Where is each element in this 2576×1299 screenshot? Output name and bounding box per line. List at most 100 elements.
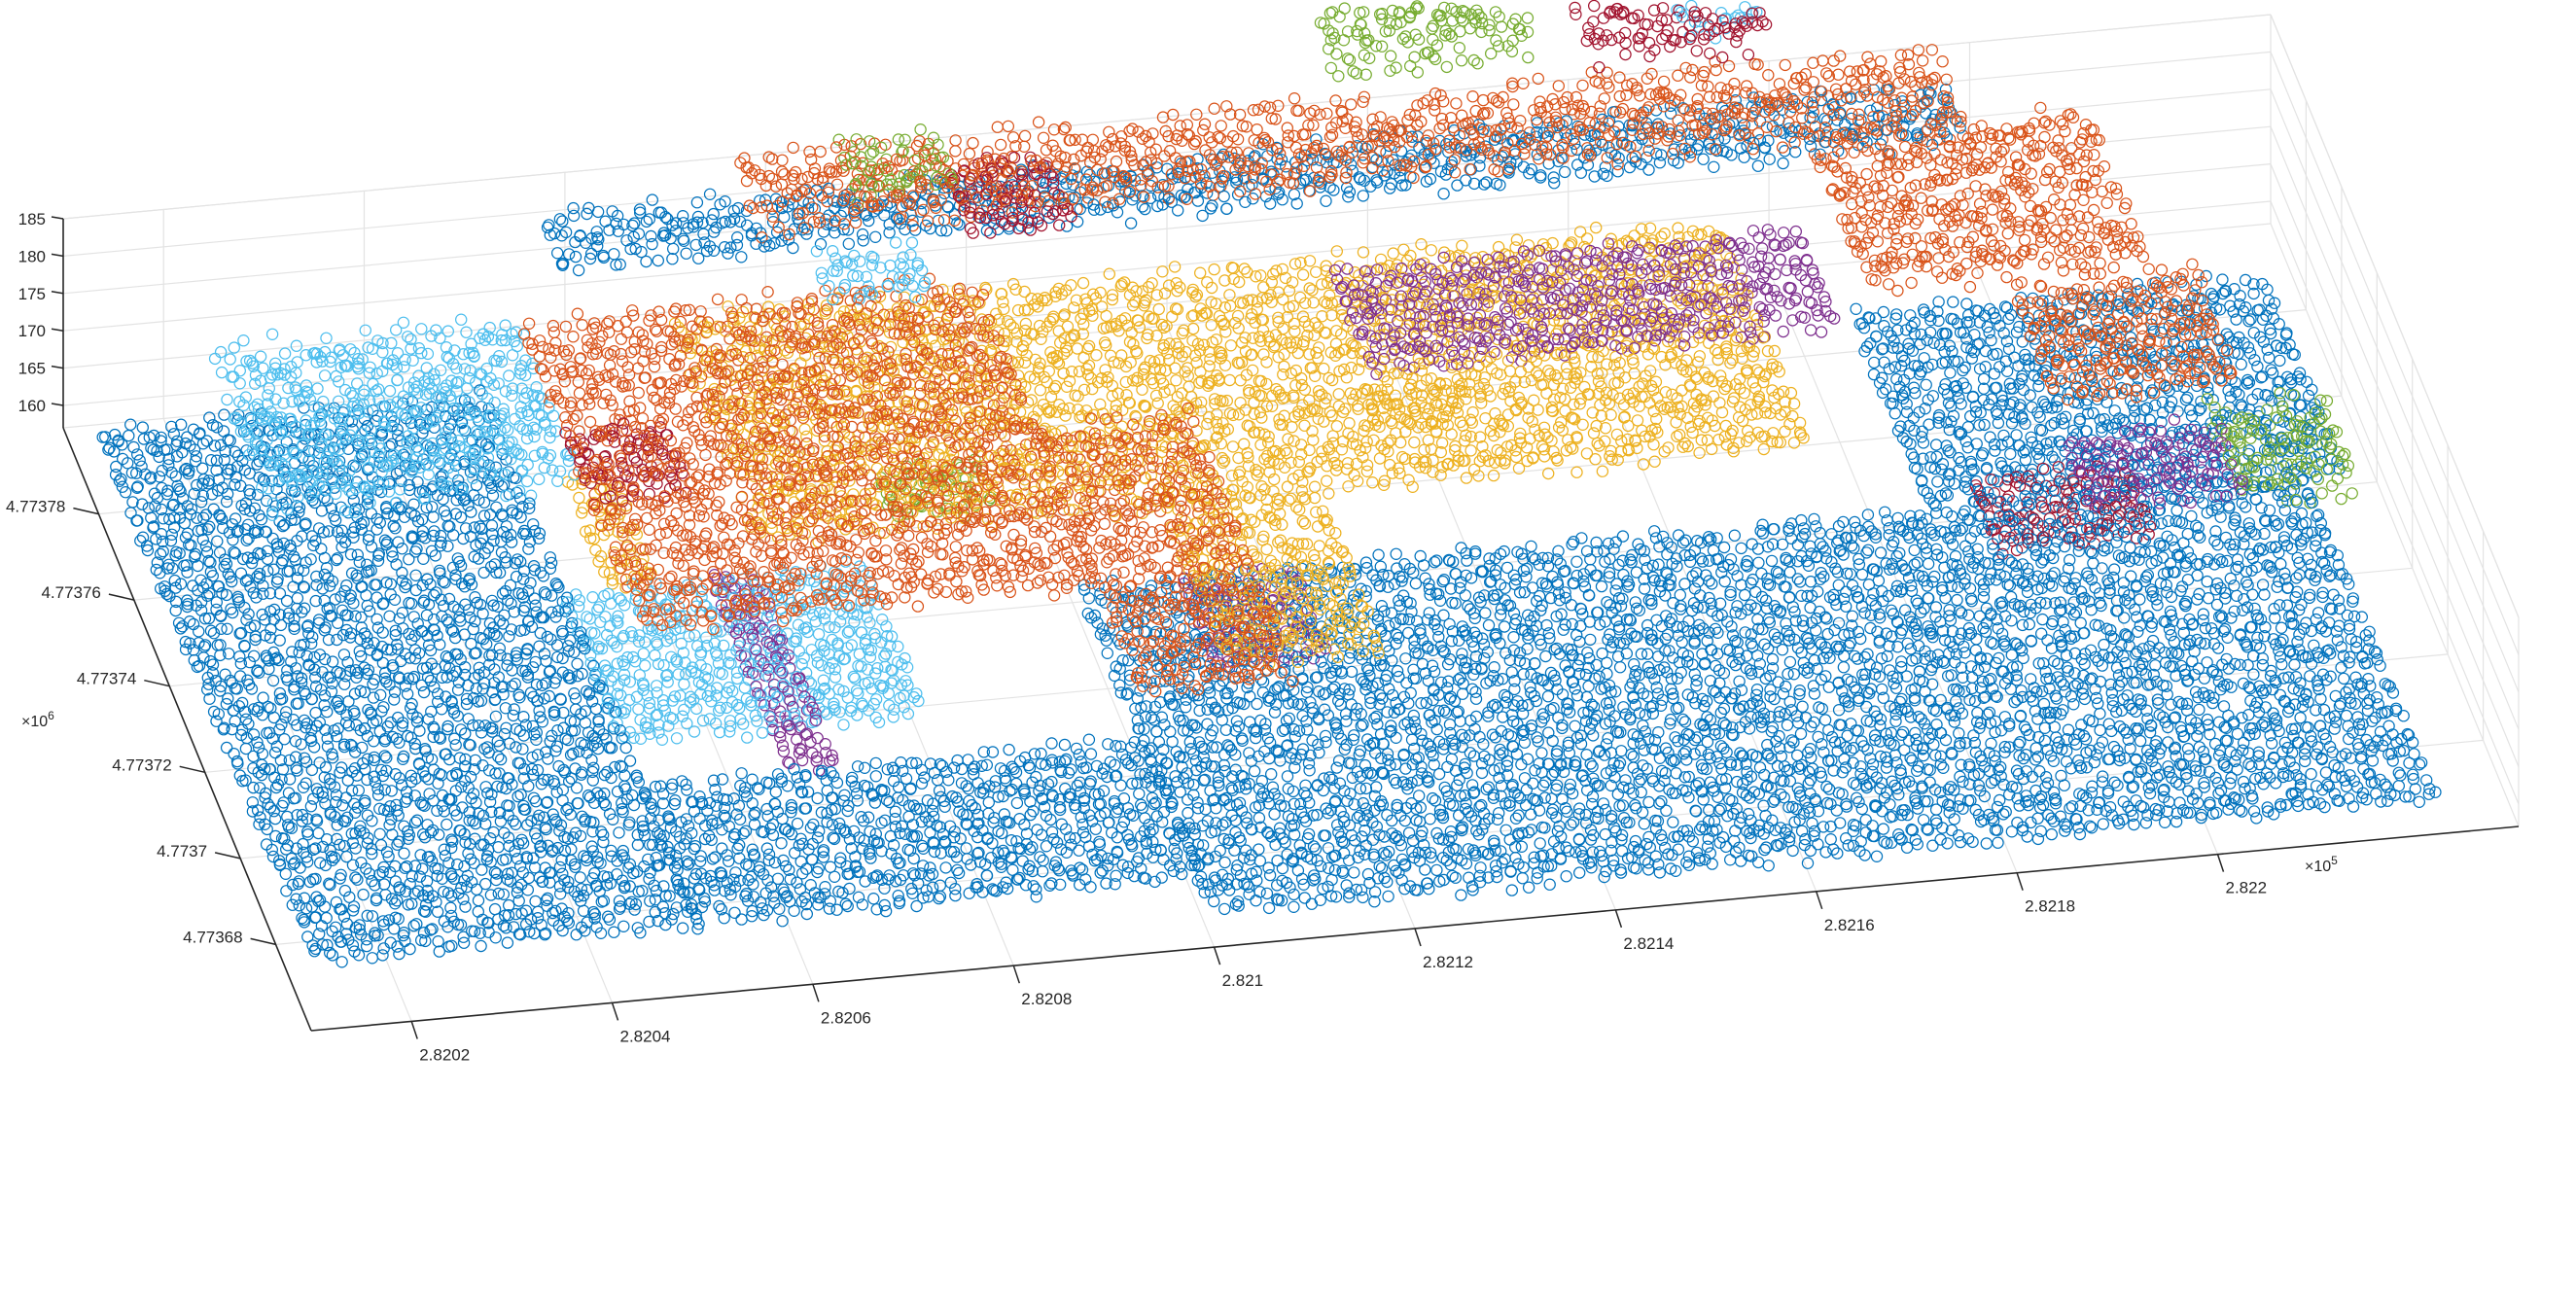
data-point: [713, 294, 723, 304]
data-point: [1662, 135, 1673, 146]
data-point: [1116, 350, 1127, 361]
data-point: [1752, 160, 1763, 171]
data-point: [895, 178, 905, 189]
data-point: [2051, 225, 2062, 235]
data-point: [1331, 49, 1342, 59]
data-point: [1386, 179, 1396, 190]
data-point: [1405, 60, 1416, 71]
data-point: [1808, 57, 1818, 68]
data-point: [1224, 290, 1235, 300]
data-point: [1975, 142, 1986, 153]
grid-line: [365, 400, 613, 1002]
data-point: [1172, 286, 1182, 297]
data-point: [1321, 195, 1331, 206]
data-point: [1646, 68, 1657, 79]
data-point: [1050, 206, 1061, 217]
data-point: [2241, 274, 2251, 285]
data-point: [1104, 268, 1114, 279]
data-point: [968, 138, 978, 149]
data-point: [1126, 218, 1137, 228]
data-point: [641, 216, 652, 227]
data-point: [1629, 230, 1640, 241]
data-point: [1198, 124, 1209, 135]
data-point: [1878, 306, 1888, 317]
data-point: [1865, 58, 1876, 69]
data-point: [1020, 130, 1031, 141]
data-point: [1617, 104, 1628, 115]
data-point: [384, 386, 395, 397]
data-point: [189, 444, 199, 455]
data-point: [1457, 240, 1467, 251]
data-point: [583, 365, 594, 375]
data-point: [312, 383, 323, 394]
data-point: [1703, 81, 1713, 91]
data-point: [1780, 59, 1790, 70]
data-point: [166, 421, 177, 432]
data-point: [1870, 313, 1881, 324]
data-point: [1581, 35, 1592, 46]
data-point: [731, 239, 742, 250]
data-point: [1496, 21, 1506, 32]
data-point: [1275, 174, 1286, 185]
data-point: [1386, 51, 1396, 61]
data-point: [804, 146, 815, 157]
data-point: [1698, 154, 1709, 164]
data-point: [568, 332, 579, 342]
data-point: [1586, 106, 1597, 117]
data-point: [967, 287, 977, 298]
data-point: [267, 329, 278, 339]
data-point: [616, 334, 626, 344]
data-point: [1235, 186, 1246, 196]
data-point: [392, 374, 403, 385]
data-point: [1209, 264, 1219, 275]
data-point: [1387, 5, 1397, 16]
data-point: [1817, 55, 1828, 66]
data-point: [649, 362, 659, 372]
data-point: [582, 208, 592, 219]
data-point: [629, 218, 640, 228]
data-point: [1235, 298, 1246, 308]
data-point: [217, 368, 228, 378]
data-point: [2055, 116, 2065, 126]
data-point: [1620, 49, 1631, 59]
data-point: [1076, 134, 1087, 145]
data-point: [1666, 108, 1676, 119]
data-point: [2039, 131, 2050, 142]
data-point: [1467, 91, 1478, 102]
data-point: [1221, 203, 1232, 214]
data-point: [1300, 129, 1311, 140]
data-point: [1468, 54, 1479, 65]
data-point: [540, 371, 550, 382]
data-point: [1289, 326, 1300, 336]
data-point: [1913, 45, 1923, 55]
data-point: [1778, 158, 1788, 168]
data-point: [1311, 266, 1322, 277]
data-point: [777, 155, 788, 165]
data-point: [320, 370, 331, 381]
data-point: [1412, 100, 1423, 111]
data-point: [1821, 68, 1832, 79]
y-tick: [109, 594, 134, 600]
data-point: [2084, 231, 2095, 242]
data-point: [736, 252, 747, 263]
y-tick: [73, 509, 98, 514]
data-point: [909, 155, 920, 165]
data-point: [1266, 277, 1277, 288]
data-point: [1589, 0, 1600, 11]
data-point: [1451, 98, 1462, 109]
data-point: [1239, 263, 1250, 274]
data-point: [644, 214, 654, 225]
data-point: [1124, 290, 1135, 300]
data-point: [1456, 55, 1466, 66]
data-point: [1613, 153, 1624, 163]
data-point: [1591, 223, 1602, 233]
data-point: [1111, 157, 1121, 167]
data-point: [516, 407, 527, 418]
z-tick: [52, 217, 63, 219]
data-point: [653, 255, 663, 265]
data-point: [870, 231, 881, 242]
data-point: [2055, 166, 2065, 177]
data-point: [1426, 245, 1436, 256]
data-point: [1328, 185, 1339, 195]
